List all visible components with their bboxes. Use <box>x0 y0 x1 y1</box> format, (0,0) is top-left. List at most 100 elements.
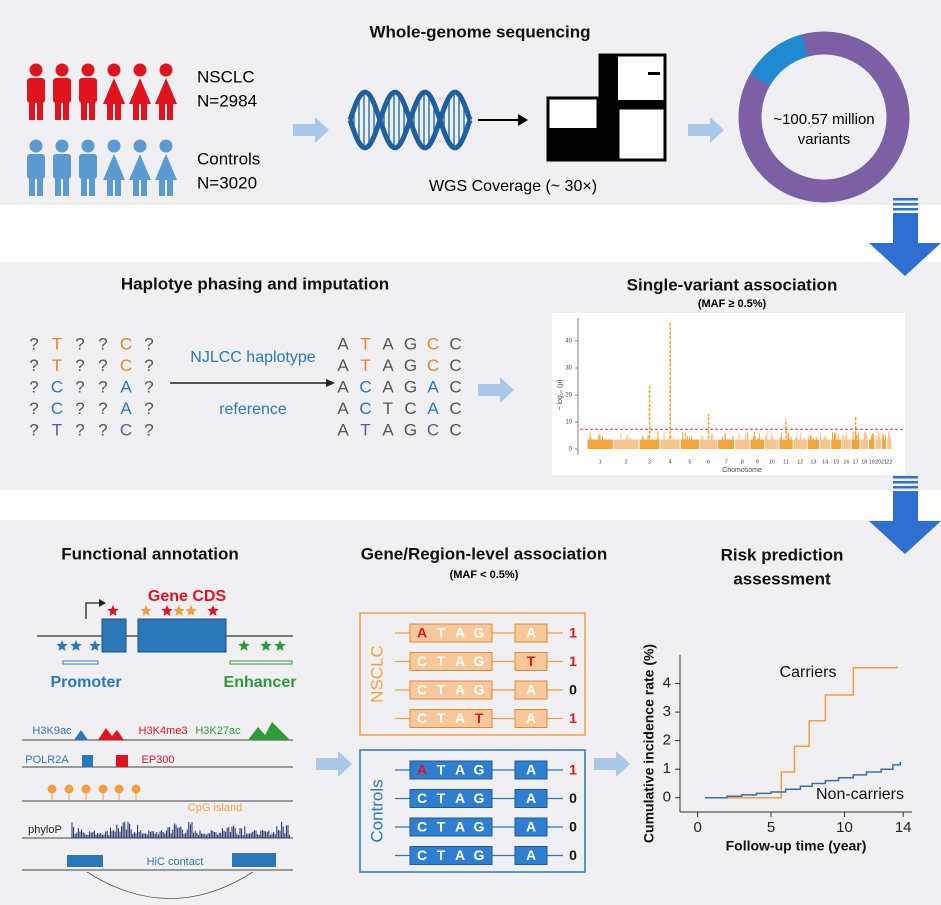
person-leg <box>141 100 147 120</box>
chromosome-band <box>882 439 887 449</box>
base-box <box>514 652 548 671</box>
series-label: Carriers <box>780 664 837 681</box>
base-letter: T <box>437 710 446 726</box>
person-leg <box>167 100 173 120</box>
cpg-head <box>98 784 108 794</box>
base-letter: G <box>474 653 485 669</box>
y-tick-label: 30 <box>565 366 572 372</box>
base-letter: C <box>417 653 427 669</box>
carrier-count: 0 <box>569 790 577 806</box>
binding-site <box>116 755 128 767</box>
base-letter: C <box>417 710 427 726</box>
base-letter: A <box>455 682 465 698</box>
base-letter: ? <box>144 334 153 353</box>
hic-anchor <box>232 853 276 867</box>
person-leg <box>63 100 69 120</box>
y-tick-label: 0 <box>569 447 573 453</box>
single-variant-subtitle: (MAF ≥ 0.5%) <box>698 298 767 310</box>
step-line <box>705 666 899 799</box>
base-letter: ? <box>29 377 38 396</box>
base-box <box>409 817 493 837</box>
tss-arrow <box>85 602 101 619</box>
arrow-head <box>99 599 106 607</box>
signal-peak <box>74 730 88 740</box>
chromosome-band <box>718 439 735 449</box>
person-leg <box>133 100 139 120</box>
carrier-count: 1 <box>569 710 577 726</box>
person-leg <box>55 100 61 120</box>
base-letter: T <box>52 334 62 353</box>
promoter: Promoter <box>50 674 121 691</box>
x-axis-label: Chomosome <box>722 467 762 474</box>
base-letter: C <box>427 420 439 439</box>
promoter-region <box>62 660 99 665</box>
reference-line2: reference <box>219 401 287 418</box>
cpg-head <box>64 784 74 794</box>
base-letter: C <box>417 682 427 698</box>
y-tick-label: 40 <box>565 339 572 345</box>
person-leg <box>141 176 147 196</box>
base-letter: ? <box>144 399 153 418</box>
chromosome-band <box>735 439 750 449</box>
base-letter: G <box>404 356 417 375</box>
x-tick-label: 5 <box>688 459 691 465</box>
base-letter: A <box>337 377 349 396</box>
donut-segment <box>749 34 809 87</box>
base-letter: C <box>449 334 461 353</box>
cpg-head <box>114 784 124 794</box>
person-leg <box>81 100 87 120</box>
signal-peak <box>248 722 290 740</box>
person-body <box>53 154 71 179</box>
person-leg <box>89 176 95 196</box>
sequencer-fill <box>616 106 667 162</box>
y-tick-label: 0 <box>663 789 671 806</box>
person-body <box>155 78 177 104</box>
star <box>140 605 152 616</box>
base-letter: G <box>474 847 485 863</box>
x-tick-label: 6 <box>707 459 710 465</box>
base-letter: G <box>474 790 485 806</box>
risk-title-line2: assessment <box>733 569 831 588</box>
base-letter: ? <box>29 356 38 375</box>
star <box>161 605 173 616</box>
arrow-stripe <box>893 203 918 206</box>
chromosome-band <box>660 439 680 449</box>
base-letter: C <box>120 420 132 439</box>
base-box <box>409 709 493 728</box>
base-letter: ? <box>75 377 84 396</box>
base-letter: C <box>120 334 132 353</box>
flow-arrow <box>478 377 514 403</box>
arrow-stripe <box>893 476 918 479</box>
base-letter: C <box>51 399 63 418</box>
star <box>173 605 185 616</box>
person-leg <box>115 100 121 120</box>
base-letter: T <box>527 653 536 669</box>
x-tick-label: 7 <box>725 459 728 465</box>
sequencer-fill <box>548 128 598 160</box>
variants-line2: variants <box>798 131 851 148</box>
person-leg <box>89 100 95 120</box>
coverage: WGS Coverage (~ 30×) <box>429 178 597 195</box>
person-body <box>53 78 71 103</box>
chromosome-band <box>779 439 793 449</box>
controls-n: N=3020 <box>197 173 257 192</box>
gene-level-subtitle: (MAF < 0.5%) <box>450 569 519 581</box>
base-letter: A <box>455 790 465 806</box>
sequencer-handle <box>648 72 660 75</box>
person-leg <box>107 176 113 196</box>
carrier-count: 0 <box>569 847 577 863</box>
helix-strand <box>347 89 473 151</box>
base-box <box>514 760 548 780</box>
arrow-head <box>326 379 335 387</box>
base-letter: A <box>337 334 349 353</box>
track-label: H3K4me3 <box>139 725 188 737</box>
single-variant-title: Single-variant association <box>627 275 838 294</box>
arrow-stripe <box>893 208 918 211</box>
base-letter: ? <box>98 356 107 375</box>
person-leg <box>81 176 87 196</box>
base-letter: A <box>455 653 465 669</box>
big-arrow <box>869 213 941 276</box>
base-box <box>514 846 548 865</box>
base-letter: T <box>437 762 446 778</box>
